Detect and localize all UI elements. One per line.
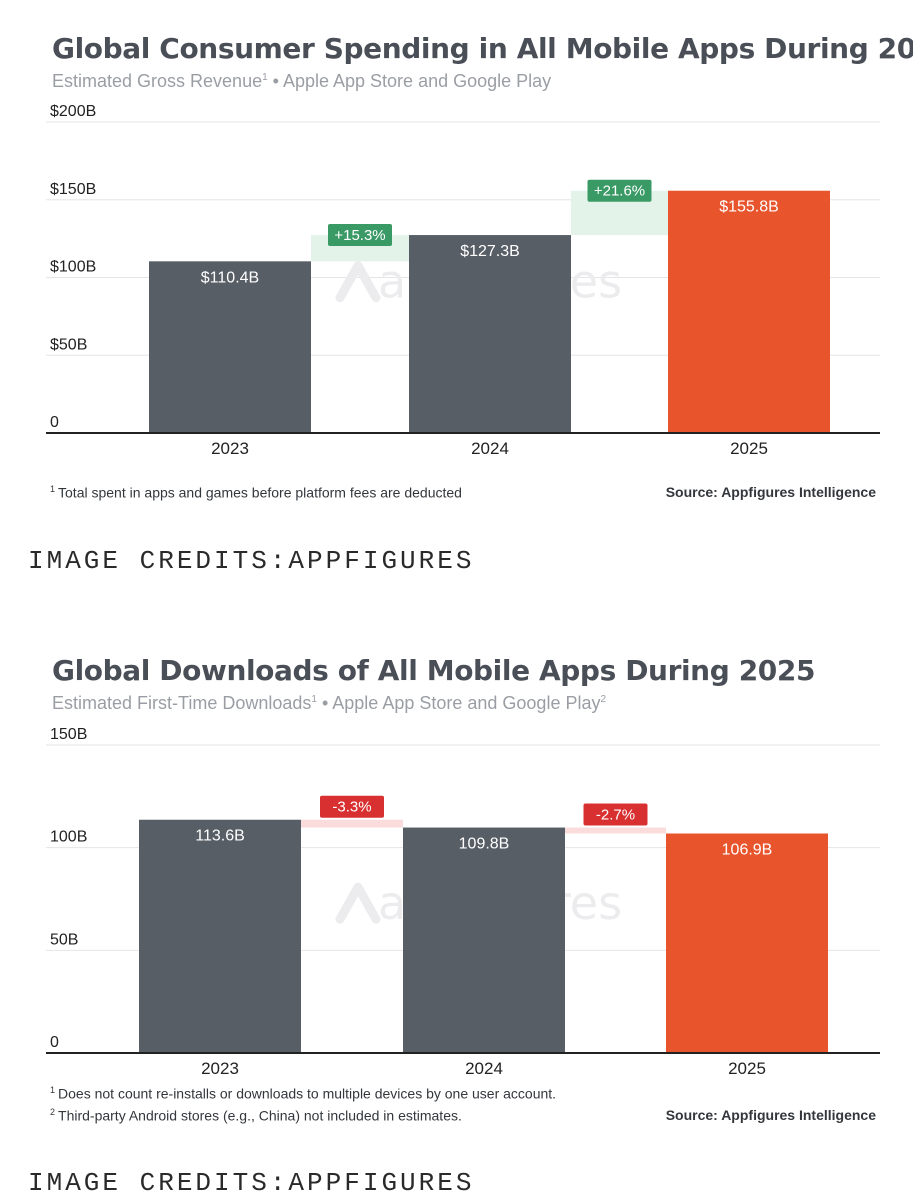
chart-subtitle: Estimated Gross Revenue1 • Apple App Sto… <box>52 71 552 91</box>
footnote-1: 1 Total spent in apps and games before pl… <box>50 484 462 501</box>
x-tick-label: 2023 <box>201 1059 239 1078</box>
y-tick-label: $50B <box>50 336 87 353</box>
footnote-2: 2 Third-party Android stores (e.g., China… <box>50 1107 462 1124</box>
footnote-1: 1 Does not count re-installs or downloads… <box>50 1085 557 1102</box>
y-tick-label: $100B <box>50 259 96 276</box>
x-tick-label: 2025 <box>728 1059 766 1078</box>
change-label: -3.3% <box>332 799 371 816</box>
y-tick-label: $150B <box>50 181 96 198</box>
bar-value-label: 113.6B <box>195 828 245 845</box>
source-label: Source: Appfigures Intelligence <box>665 484 876 500</box>
bar-value-label: $110.4B <box>201 269 259 286</box>
downloads-chart-panel: Global Downloads of All Mobile Apps Duri… <box>0 622 913 1200</box>
change-badge <box>583 803 648 826</box>
bar <box>139 819 301 1053</box>
change-label: +15.3% <box>334 227 385 244</box>
spending-bar-chart: 0$50B$100B$150B$200Bappfigures+15.3%+21.… <box>46 103 880 458</box>
downloads-bar-chart: 050B100B150Bappfigures-3.3%-2.7%113.6B20… <box>46 726 880 1078</box>
bar <box>668 190 830 433</box>
chart-title: Global Downloads of All Mobile Apps Duri… <box>52 654 816 687</box>
bar <box>666 833 828 1053</box>
image-credits: IMAGE CREDITS:APPFIGURES <box>28 546 475 576</box>
y-tick-label: 0 <box>50 414 59 431</box>
bar-value-label: 106.9B <box>722 841 773 858</box>
x-tick-label: 2024 <box>471 439 509 458</box>
bar <box>149 261 311 433</box>
y-tick-label: 50B <box>50 931 78 948</box>
appfigures-logo-icon <box>335 882 381 924</box>
spending-chart-panel: Global Consumer Spending in All Mobile A… <box>28 32 913 576</box>
change-badge <box>587 179 652 202</box>
chart-title: Global Consumer Spending in All Mobile A… <box>52 32 913 65</box>
x-tick-label: 2025 <box>730 439 768 458</box>
x-tick-label: 2024 <box>465 1059 503 1078</box>
bar <box>403 827 565 1053</box>
change-label: -2.7% <box>596 807 635 824</box>
x-tick-label: 2023 <box>211 439 249 458</box>
change-badge <box>328 224 392 247</box>
bar-value-label: $127.3B <box>460 243 520 260</box>
image-credits: IMAGE CREDITS:APPFIGURES <box>28 1168 475 1198</box>
chart-subtitle: Estimated First-Time Downloads1 • Apple … <box>52 693 607 713</box>
change-band <box>565 827 666 834</box>
change-band <box>301 819 403 828</box>
y-tick-label: 0 <box>50 1034 59 1051</box>
bar-value-label: $155.8B <box>719 199 779 216</box>
appfigures-logo-icon <box>335 261 381 303</box>
y-tick-label: 150B <box>50 726 87 743</box>
bar-value-label: 109.8B <box>459 836 510 853</box>
change-badge <box>320 795 384 818</box>
change-label: +21.6% <box>594 183 645 200</box>
y-tick-label: 100B <box>50 829 87 846</box>
bar <box>409 235 571 433</box>
source-label: Source: Appfigures Intelligence <box>665 1107 876 1123</box>
y-tick-label: $200B <box>50 103 96 120</box>
